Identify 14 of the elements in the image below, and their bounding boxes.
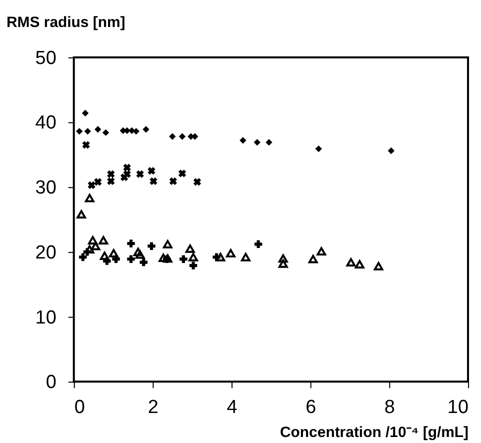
- x-axis-title: Concentration /10⁻⁴ [g/mL]: [280, 424, 469, 442]
- y-axis-title: RMS radius [nm]: [6, 14, 126, 31]
- x-tick-label: 0: [74, 397, 85, 418]
- x-tick-label: 8: [384, 397, 395, 418]
- y-tick-label: 0: [46, 372, 56, 394]
- y-tick-label: 20: [35, 242, 56, 264]
- y-tick-label: 50: [35, 48, 56, 69]
- x-tick-label: 2: [148, 397, 158, 418]
- y-tick-label: 30: [35, 178, 56, 199]
- y-tick-label: 40: [35, 112, 56, 134]
- x-tick-label: 10: [447, 397, 469, 418]
- x-tick-label: 6: [306, 397, 316, 418]
- y-tick-label: 10: [35, 307, 56, 328]
- x-tick-label: 4: [226, 397, 238, 418]
